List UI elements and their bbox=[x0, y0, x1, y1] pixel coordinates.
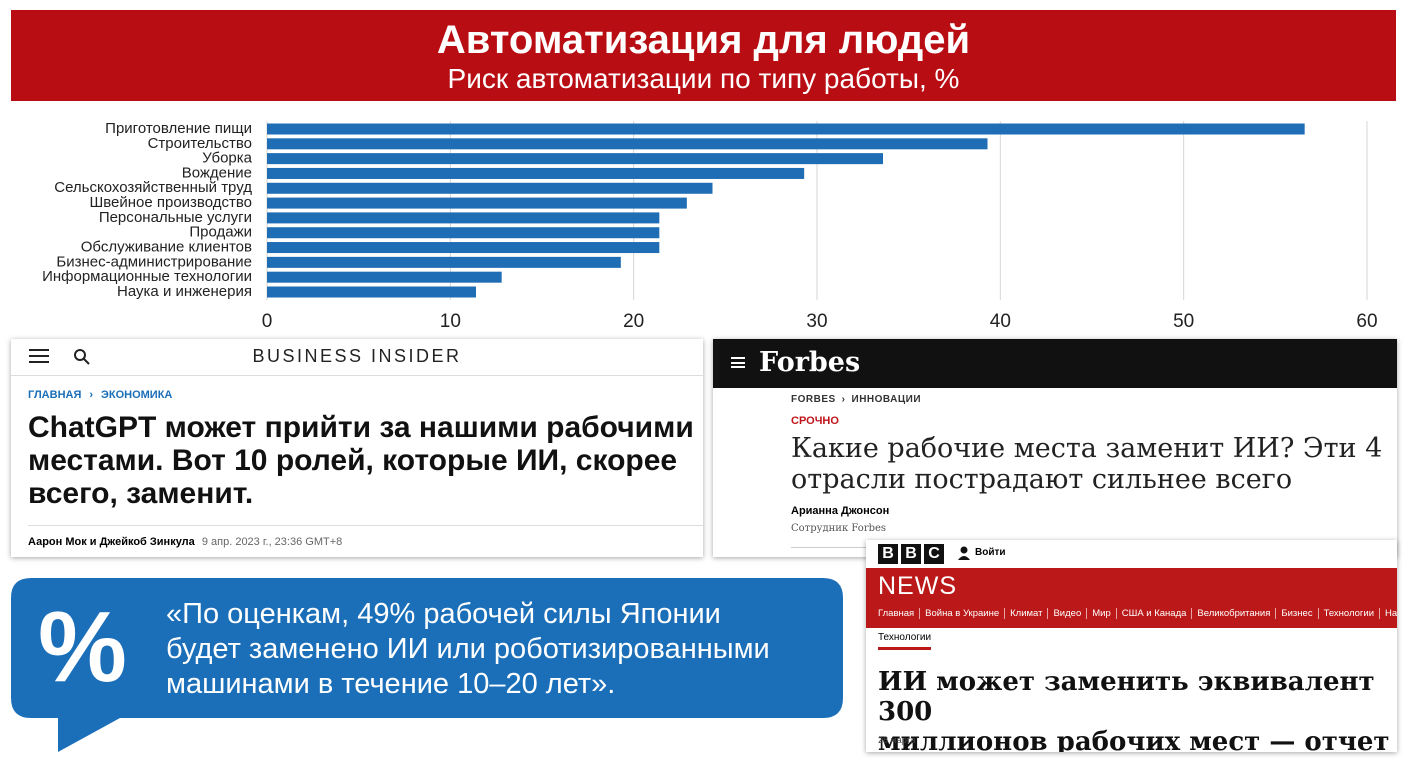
quote-bubble bbox=[11, 578, 843, 752]
bar bbox=[267, 227, 660, 239]
y-tick-label: Вождение bbox=[182, 164, 252, 181]
chart-subtitle: Риск автоматизации по типу работы, % bbox=[447, 63, 960, 94]
author: Арианна Джонсон bbox=[791, 505, 890, 517]
bar bbox=[267, 212, 660, 224]
y-tick-label: Наука и инженерия bbox=[117, 283, 252, 300]
y-tick-label: Приготовление пищи bbox=[105, 120, 252, 137]
x-tick-label: 20 bbox=[623, 311, 644, 332]
authors: Аарон Мок и Джейкоб Зинкула bbox=[28, 536, 195, 548]
breadcrumb[interactable]: ИННОВАЦИИ bbox=[851, 394, 922, 405]
y-tick-label: Персональные услуги bbox=[99, 209, 252, 226]
breadcrumb[interactable]: FORBES bbox=[791, 394, 836, 405]
quote-line: «По оценкам, 49% рабочей силы Японии bbox=[166, 598, 721, 630]
menu-icon[interactable] bbox=[731, 357, 745, 368]
bar bbox=[267, 167, 805, 179]
headline: ИИ может заменить эквивалент 300 bbox=[878, 667, 1375, 727]
quote-line: машинами в течение 10–20 лет». bbox=[166, 668, 616, 700]
headline: местами. Вот 10 ролей, которые ИИ, скоре… bbox=[28, 444, 678, 477]
nav-item[interactable]: Бизнес bbox=[1275, 608, 1317, 619]
bi-navbar: BUSINESS INSIDER bbox=[11, 339, 703, 376]
x-tick-label: 40 bbox=[990, 311, 1011, 332]
headline: миллионов рабочих мест — отчет bbox=[878, 727, 1390, 752]
headline: отрасли пострадают сильнее всего bbox=[791, 464, 1293, 495]
bbc-logo-letter: C bbox=[924, 544, 944, 564]
login[interactable]: Войти bbox=[975, 547, 1006, 558]
title-banner: Автоматизация для людей Риск автоматизац… bbox=[11, 10, 1396, 101]
y-tick-label: Швейное производство bbox=[89, 194, 252, 211]
nav-item[interactable]: Видео bbox=[1047, 608, 1086, 619]
y-tick-label: Продажи bbox=[189, 224, 252, 241]
quote-symbol: % bbox=[38, 591, 127, 703]
bi-brand: BUSINESS INSIDER bbox=[252, 346, 462, 366]
bar bbox=[267, 256, 621, 268]
chart-title: Автоматизация для людей bbox=[436, 18, 971, 62]
bar bbox=[267, 123, 1305, 135]
nav-item[interactable]: США и Канада bbox=[1115, 608, 1192, 619]
date: 9 апр. 2023 г., 23:36 GMT+8 bbox=[201, 536, 343, 548]
bar bbox=[267, 197, 687, 209]
y-tick-label: Обслуживание клиентов bbox=[81, 239, 252, 256]
news-bar: NEWS Главная Война в Украине Климат Видео Ми… bbox=[866, 568, 1397, 628]
search-icon[interactable] bbox=[73, 348, 91, 366]
author-role: Сотрудник Forbes bbox=[791, 523, 887, 534]
headline: Какие рабочие места заменит ИИ? Эти 4 bbox=[791, 433, 1383, 464]
news-brand: NEWS bbox=[878, 572, 957, 600]
nav-item[interactable]: Климат bbox=[1004, 608, 1047, 619]
business-insider-card: BUSINESS INSIDER ГЛАВНАЯ › ЭКОНОМИКА ChatG… bbox=[11, 339, 703, 557]
section[interactable]: Технологии bbox=[878, 632, 932, 650]
bar bbox=[267, 286, 476, 298]
nav-item[interactable]: Главная bbox=[878, 608, 915, 619]
x-tick-label: 10 bbox=[440, 311, 461, 332]
x-tick-label: 50 bbox=[1173, 311, 1194, 332]
nav-item[interactable]: Великобритания bbox=[1191, 608, 1275, 619]
nav-item[interactable]: Наука bbox=[1379, 608, 1397, 619]
bar bbox=[267, 153, 883, 165]
chart: 0 10 20 30 40 50 60 Приготовление пищиСтроитель… bbox=[42, 120, 1377, 332]
headline: всего, заменит. bbox=[28, 477, 254, 510]
bbc-logo-letter: B bbox=[878, 544, 898, 564]
forbes-card: Forbes FORBES › ИННОВАЦИИ СРОЧНО Какие раб… bbox=[713, 339, 1397, 557]
x-tick-label: 60 bbox=[1356, 311, 1377, 332]
y-tick-label: Информационные технологии bbox=[42, 268, 252, 285]
bar bbox=[267, 182, 713, 194]
bbc-card: B B C Войти NEWS Главная Война в Украине К… bbox=[866, 540, 1397, 752]
forbes-navbar: Forbes bbox=[713, 339, 1397, 388]
y-tick-label: Сельскохозяйственный труд bbox=[54, 179, 252, 196]
breadcrumb[interactable]: ГЛАВНАЯ bbox=[28, 389, 82, 401]
bbc-logo-letter: B bbox=[901, 544, 921, 564]
bar bbox=[267, 271, 502, 283]
nav-item[interactable]: Война в Украине bbox=[919, 608, 1004, 619]
nav-item[interactable]: Мир bbox=[1086, 608, 1116, 619]
tag: СРОЧНО bbox=[791, 415, 839, 427]
y-tick-label: Строительство bbox=[148, 135, 252, 152]
user-icon bbox=[958, 546, 970, 560]
breadcrumb[interactable]: ЭКОНОМИКА bbox=[101, 389, 173, 401]
bar bbox=[267, 242, 660, 254]
quote-line: будет заменено ИИ или роботизированными bbox=[166, 633, 770, 665]
bar bbox=[267, 138, 988, 150]
x-tick-label: 0 bbox=[262, 311, 273, 332]
headline: ChatGPT может прийти за нашими рабочими bbox=[28, 411, 694, 444]
date: 28 марта bbox=[878, 735, 916, 745]
y-tick-label: Бизнес-администрирование bbox=[56, 253, 252, 270]
nav-item[interactable]: Технологии bbox=[1317, 608, 1379, 619]
y-tick-label: Уборка bbox=[202, 150, 252, 167]
x-tick-label: 30 bbox=[806, 311, 827, 332]
menu-icon[interactable] bbox=[29, 349, 49, 363]
forbes-brand: Forbes bbox=[759, 347, 861, 378]
